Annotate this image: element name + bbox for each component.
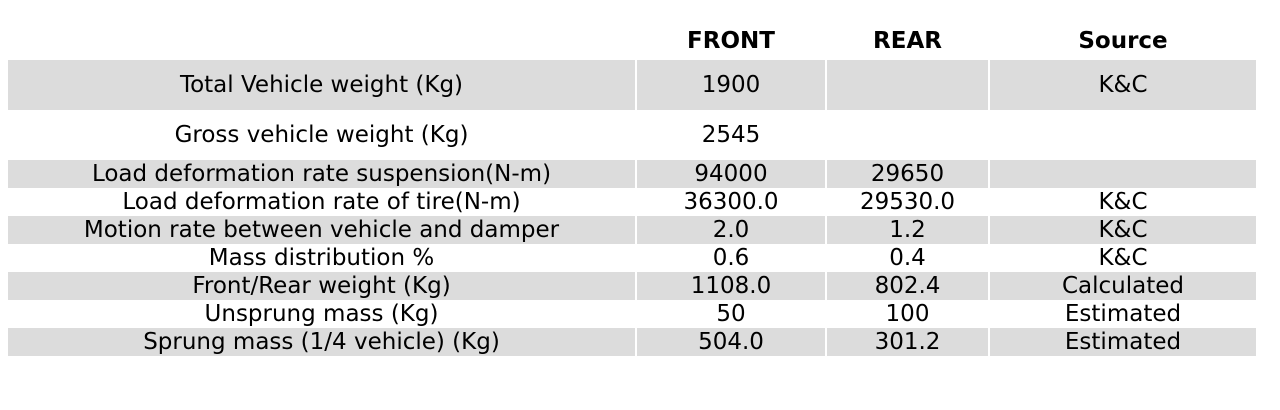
rear-value (826, 110, 990, 160)
source-value (989, 160, 1256, 188)
front-value: 94000 (636, 160, 827, 188)
rear-value: 301.2 (826, 328, 990, 356)
front-value: 36300.0 (636, 188, 827, 216)
header-rear: REAR (826, 22, 990, 60)
source-value: Estimated (989, 300, 1256, 328)
source-value: K&C (989, 188, 1256, 216)
table-row: Total Vehicle weight (Kg) 1900 K&C (8, 60, 1256, 110)
row-label: Gross vehicle weight (Kg) (8, 110, 637, 160)
row-label: Unsprung mass (Kg) (8, 300, 637, 328)
row-label: Load deformation rate of tire(N-m) (8, 188, 637, 216)
source-value (989, 110, 1256, 160)
front-value: 2545 (636, 110, 827, 160)
source-value: Calculated (989, 272, 1256, 300)
front-value: 0.6 (636, 244, 827, 272)
rear-value: 0.4 (826, 244, 990, 272)
front-value: 504.0 (636, 328, 827, 356)
table-row: Unsprung mass (Kg) 50 100 Estimated (8, 300, 1256, 328)
header-source: Source (989, 22, 1256, 60)
table-row: Load deformation rate of tire(N-m) 36300… (8, 188, 1256, 216)
table-row: Motion rate between vehicle and damper 2… (8, 216, 1256, 244)
row-label: Motion rate between vehicle and damper (8, 216, 637, 244)
rear-value: 1.2 (826, 216, 990, 244)
table-row: Sprung mass (1/4 vehicle) (Kg) 504.0 301… (8, 328, 1256, 356)
table-row: Front/Rear weight (Kg) 1108.0 802.4 Calc… (8, 272, 1256, 300)
header-parameter (8, 22, 637, 60)
source-value: K&C (989, 216, 1256, 244)
front-value: 1108.0 (636, 272, 827, 300)
rear-value: 802.4 (826, 272, 990, 300)
vehicle-parameters-table: FRONT REAR Source Total Vehicle weight (… (8, 22, 1256, 356)
source-value: K&C (989, 244, 1256, 272)
table-header-row: FRONT REAR Source (8, 22, 1256, 60)
row-label: Total Vehicle weight (Kg) (8, 60, 637, 110)
row-label: Front/Rear weight (Kg) (8, 272, 637, 300)
row-label: Sprung mass (1/4 vehicle) (Kg) (8, 328, 637, 356)
header-front: FRONT (636, 22, 827, 60)
source-value: Estimated (989, 328, 1256, 356)
rear-value: 29650 (826, 160, 990, 188)
table-row: Mass distribution % 0.6 0.4 K&C (8, 244, 1256, 272)
rear-value (826, 60, 990, 110)
front-value: 1900 (636, 60, 827, 110)
row-label: Load deformation rate suspension(N-m) (8, 160, 637, 188)
rear-value: 100 (826, 300, 990, 328)
front-value: 2.0 (636, 216, 827, 244)
table-row: Load deformation rate suspension(N-m) 94… (8, 160, 1256, 188)
source-value: K&C (989, 60, 1256, 110)
row-label: Mass distribution % (8, 244, 637, 272)
front-value: 50 (636, 300, 827, 328)
rear-value: 29530.0 (826, 188, 990, 216)
table-row: Gross vehicle weight (Kg) 2545 (8, 110, 1256, 160)
